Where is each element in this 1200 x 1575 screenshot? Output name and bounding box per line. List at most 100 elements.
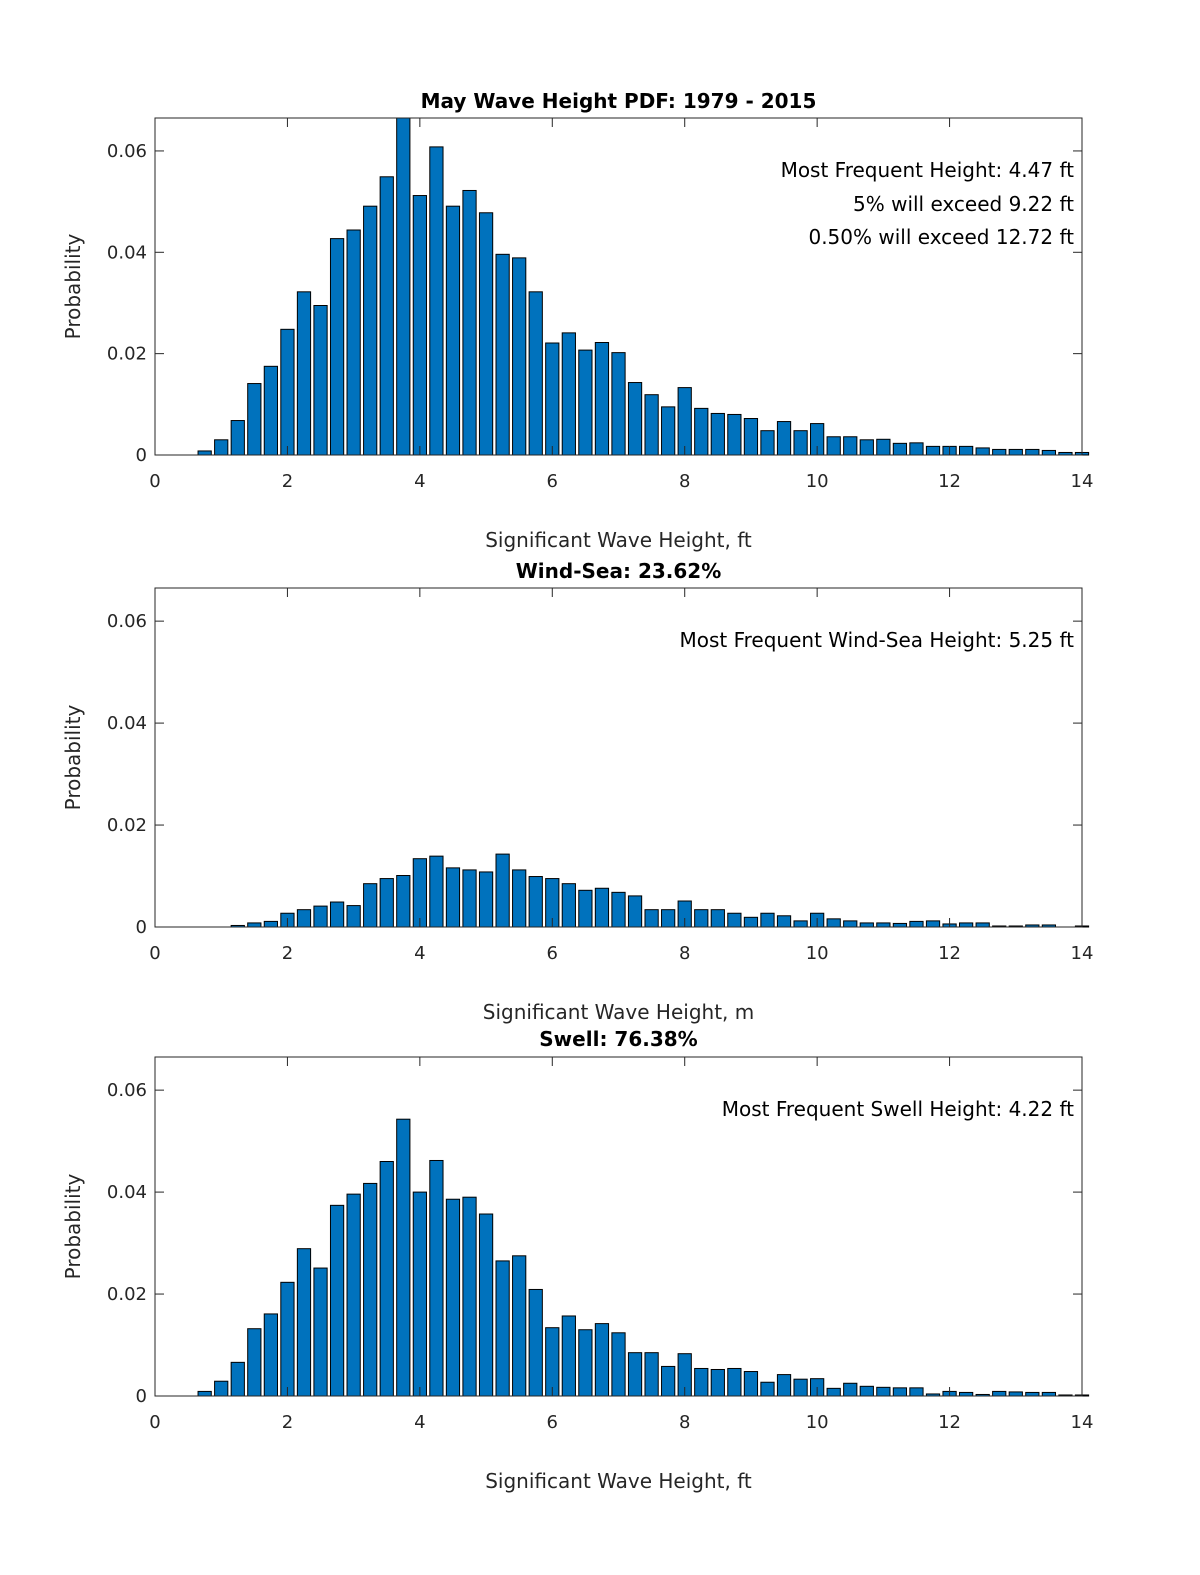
- bar: [1025, 1391, 1040, 1397]
- x-tick-label: 14: [1071, 471, 1094, 492]
- bar: [1008, 1391, 1023, 1397]
- x-tick-label: 10: [806, 471, 829, 492]
- chart-swell: 0 2 4 6 8 10 12 14 0 0.02 0.04 0.06 Swell: 76.38% Sig…: [61, 1027, 1093, 1493]
- bar: [462, 1196, 477, 1397]
- bar: [329, 1204, 345, 1397]
- bar: [594, 342, 610, 456]
- bar: [263, 1313, 278, 1397]
- x-tick-label: 0: [149, 943, 160, 964]
- bar: [396, 875, 411, 928]
- bar: [1025, 448, 1040, 456]
- chart-title: Wind-Sea: 23.62%: [516, 559, 722, 583]
- bar: [677, 387, 692, 456]
- bar: [445, 1198, 461, 1397]
- y-axis-label: Probability: [61, 233, 85, 339]
- axes-frame: [154, 587, 1083, 928]
- bar: [876, 922, 891, 928]
- bar: [743, 916, 759, 928]
- bar: [710, 1368, 725, 1397]
- annotation: 0.50% will exceed 12.72 ft: [808, 225, 1074, 249]
- bar: [329, 238, 345, 456]
- x-tick-label: 2: [282, 943, 293, 964]
- bar: [313, 905, 328, 928]
- x-tick-label: 8: [679, 943, 690, 964]
- bar: [793, 920, 808, 928]
- bar: [578, 1329, 593, 1397]
- bar: [644, 1352, 659, 1397]
- x-axis-label: Significant Wave Height, m: [483, 1000, 754, 1024]
- bar: [661, 909, 676, 928]
- bar: [859, 439, 874, 456]
- bar: [280, 1281, 295, 1397]
- x-tick-label: 6: [547, 471, 558, 492]
- bar: [661, 1365, 676, 1397]
- bar: [925, 445, 941, 456]
- bar: [843, 436, 858, 456]
- bar: [214, 1380, 229, 1397]
- chart-wind-sea: 0 2 4 6 8 10 12 14 0 0.02 0.04 0.06 Wind-Sea: 23.62%…: [61, 559, 1093, 1024]
- y-tick-label: 0: [136, 1386, 147, 1407]
- bar: [743, 418, 759, 456]
- bar: [412, 858, 427, 928]
- bar: [247, 922, 262, 928]
- bar: [892, 922, 908, 928]
- y-tick-label: 0.02: [107, 344, 147, 365]
- bar: [727, 912, 742, 928]
- bar: [776, 421, 792, 456]
- bar: [512, 1255, 527, 1397]
- bar: [214, 439, 229, 456]
- bar: [743, 1371, 759, 1397]
- bar: [1041, 449, 1057, 456]
- y-axis-label: Probability: [61, 1173, 85, 1279]
- annotation: 5% will exceed 9.22 ft: [853, 192, 1074, 216]
- bar: [627, 382, 643, 456]
- bar: [859, 922, 874, 928]
- y-tick-label: 0.06: [107, 1080, 147, 1101]
- bar: [611, 1332, 626, 1397]
- bar: [462, 189, 477, 456]
- bar: [959, 1391, 974, 1397]
- bar: [843, 920, 858, 928]
- bar: [495, 853, 510, 928]
- x-axis-label: Significant Wave Height, ft: [485, 528, 752, 552]
- bar: [975, 447, 990, 456]
- bar: [826, 1387, 841, 1397]
- bar: [710, 412, 725, 456]
- bar: [379, 176, 394, 456]
- bar: [727, 413, 742, 456]
- bar: [644, 909, 659, 928]
- chart-overall: 0 2 4 6 8 10 12 14 0 0.02 0.04 0.06 May Wave Height …: [61, 89, 1093, 552]
- axes-frame: [154, 117, 1083, 456]
- bar: [495, 253, 510, 456]
- x-tick-label: 8: [679, 1412, 690, 1433]
- bar: [313, 305, 328, 456]
- bar: [959, 922, 974, 928]
- bar: [909, 442, 924, 456]
- bar: [247, 1328, 262, 1397]
- bar: [776, 915, 792, 928]
- bar: [627, 895, 643, 928]
- bar: [611, 891, 626, 928]
- x-tick-label: 6: [547, 943, 558, 964]
- bar: [959, 445, 974, 456]
- bar: [793, 1378, 808, 1397]
- x-axis-label: Significant Wave Height, ft: [485, 1469, 752, 1493]
- bar: [197, 1390, 212, 1397]
- bar: [512, 257, 527, 456]
- bar: [528, 291, 543, 456]
- bar: [263, 920, 278, 928]
- bar: [843, 1382, 858, 1397]
- bar: [727, 1367, 742, 1397]
- bar: [296, 909, 312, 928]
- bar: [445, 205, 461, 456]
- bar: [412, 195, 427, 456]
- bar: [478, 871, 494, 928]
- bar: [694, 1367, 709, 1397]
- x-tick-label: 12: [938, 1412, 961, 1433]
- bar: [545, 342, 560, 456]
- x-tick-label: 4: [414, 943, 425, 964]
- x-tick-label: 4: [414, 1412, 425, 1433]
- bar: [363, 883, 378, 928]
